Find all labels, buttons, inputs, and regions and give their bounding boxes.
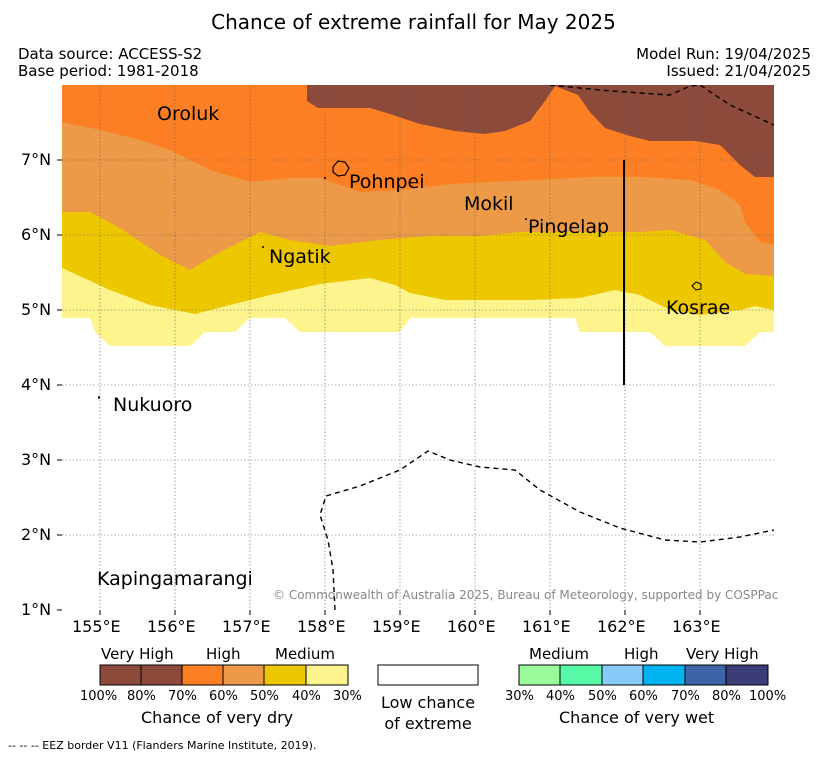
- data-source: Data source: ACCESS-S2: [18, 45, 203, 63]
- dry-legend-tick: 40%: [292, 689, 321, 704]
- wet-legend-tick: 30%: [505, 689, 534, 704]
- place-label-mokil: Mokil: [464, 193, 514, 215]
- base-period: Base period: 1981-2018: [18, 62, 199, 80]
- place-label-pohnpei: Pohnpei: [349, 171, 425, 193]
- field-high: [62, 85, 774, 245]
- wet-legend-category: Medium: [529, 645, 589, 663]
- wet-legend-tick: 70%: [671, 689, 700, 704]
- issued-date: Issued: 21/04/2025: [666, 62, 811, 80]
- wet-legend-tick: 40%: [546, 689, 575, 704]
- source-info: Data source: ACCESS-S2 Base period: 1981…: [18, 46, 202, 80]
- place-label-kosrae: Kosrae: [666, 297, 731, 319]
- eez-border-note: -- -- -- EEZ border V11 (Flanders Marine…: [8, 739, 317, 752]
- lat-tick-label: 6°N: [21, 225, 52, 244]
- dry-swatch: [305, 664, 349, 686]
- wet-legend-tick: 100%: [749, 689, 787, 704]
- wet-legend-category: Very High: [686, 645, 759, 663]
- run-info: Model Run: 19/04/2025 Issued: 21/04/2025: [636, 46, 811, 80]
- probability-fields: [62, 85, 774, 346]
- place-label-kapingamarangi: Kapingamarangi: [97, 568, 253, 590]
- field-very-high: [307, 85, 774, 177]
- mokil-island: [525, 218, 527, 220]
- lon-tick-label: 158°E: [297, 617, 346, 636]
- map-title: Chance of extreme rainfall for May 2025: [211, 10, 616, 34]
- wet-legend-tick: 50%: [588, 689, 617, 704]
- dry-legend-category: High: [206, 645, 241, 663]
- pohnpei-island: [332, 160, 350, 177]
- dry-legend-tick: 60%: [209, 689, 238, 704]
- place-label-nukuoro: Nukuoro: [113, 394, 193, 416]
- lon-tick-label: 163°E: [672, 617, 721, 636]
- lat-tick-label: 3°N: [21, 450, 52, 469]
- dry-swatch: [222, 664, 265, 686]
- dry-legend-tick: 50%: [250, 689, 279, 704]
- dry-swatch: [140, 664, 183, 686]
- wet-swatch: [725, 664, 769, 686]
- low-chance-box: [377, 664, 479, 686]
- wet-legend-tick: 80%: [712, 689, 741, 704]
- low-chance-label-line2: of extreme: [384, 714, 472, 733]
- dry-swatch: [99, 664, 142, 686]
- dry-legend-caption: Chance of very dry: [141, 708, 294, 727]
- lat-tick-label: 2°N: [21, 525, 52, 544]
- kosrae-island: [691, 281, 702, 291]
- lon-tick-label: 155°E: [72, 617, 121, 636]
- dry-legend-tick: 80%: [127, 689, 156, 704]
- lat-tick-label: 4°N: [21, 375, 52, 394]
- lat-tick-label: 7°N: [21, 150, 52, 169]
- wet-swatch: [684, 664, 727, 686]
- lat-tick-label: 5°N: [21, 300, 52, 319]
- lon-tick-label: 157°E: [222, 617, 271, 636]
- lon-tick-label: 159°E: [372, 617, 421, 636]
- dry-swatch: [263, 664, 307, 686]
- dry-legend-tick: 70%: [168, 689, 197, 704]
- lon-tick-label: 161°E: [522, 617, 571, 636]
- wet-swatch: [601, 664, 644, 686]
- place-label-pingelap: Pingelap: [528, 216, 610, 238]
- wet-colorbar: [518, 664, 769, 686]
- dry-colorbar: [99, 664, 349, 686]
- dry-legend-tick: 100%: [80, 689, 118, 704]
- atoll-near-pohnpei: [324, 177, 326, 179]
- ngatik-island: [262, 246, 264, 248]
- dry-swatch: [181, 664, 224, 686]
- dry-legend-category: Medium: [275, 645, 335, 663]
- lon-tick-label: 162°E: [597, 617, 646, 636]
- copyright-notice: © Commonwealth of Australia 2025, Bureau…: [273, 588, 779, 602]
- place-label-ngatik: Ngatik: [269, 246, 331, 268]
- lon-tick-label: 156°E: [147, 617, 196, 636]
- wet-swatch: [559, 664, 603, 686]
- eez-borders: [319, 85, 774, 610]
- lat-tick-label: 1°N: [21, 600, 52, 619]
- model-run: Model Run: 19/04/2025: [636, 45, 811, 63]
- wet-swatch: [642, 664, 686, 686]
- axis-ticks: [57, 159, 701, 615]
- dry-legend-tick: 30%: [333, 689, 362, 704]
- wet-legend-category: High: [624, 645, 659, 663]
- low-chance-label: Low chance: [380, 693, 476, 712]
- place-label-oroluk: Oroluk: [157, 103, 220, 125]
- wet-swatch: [518, 664, 561, 686]
- dry-legend-category: Very High: [101, 645, 174, 663]
- lon-tick-label: 160°E: [447, 617, 496, 636]
- wet-legend-tick: 60%: [629, 689, 658, 704]
- wet-legend-caption: Chance of very wet: [559, 708, 715, 727]
